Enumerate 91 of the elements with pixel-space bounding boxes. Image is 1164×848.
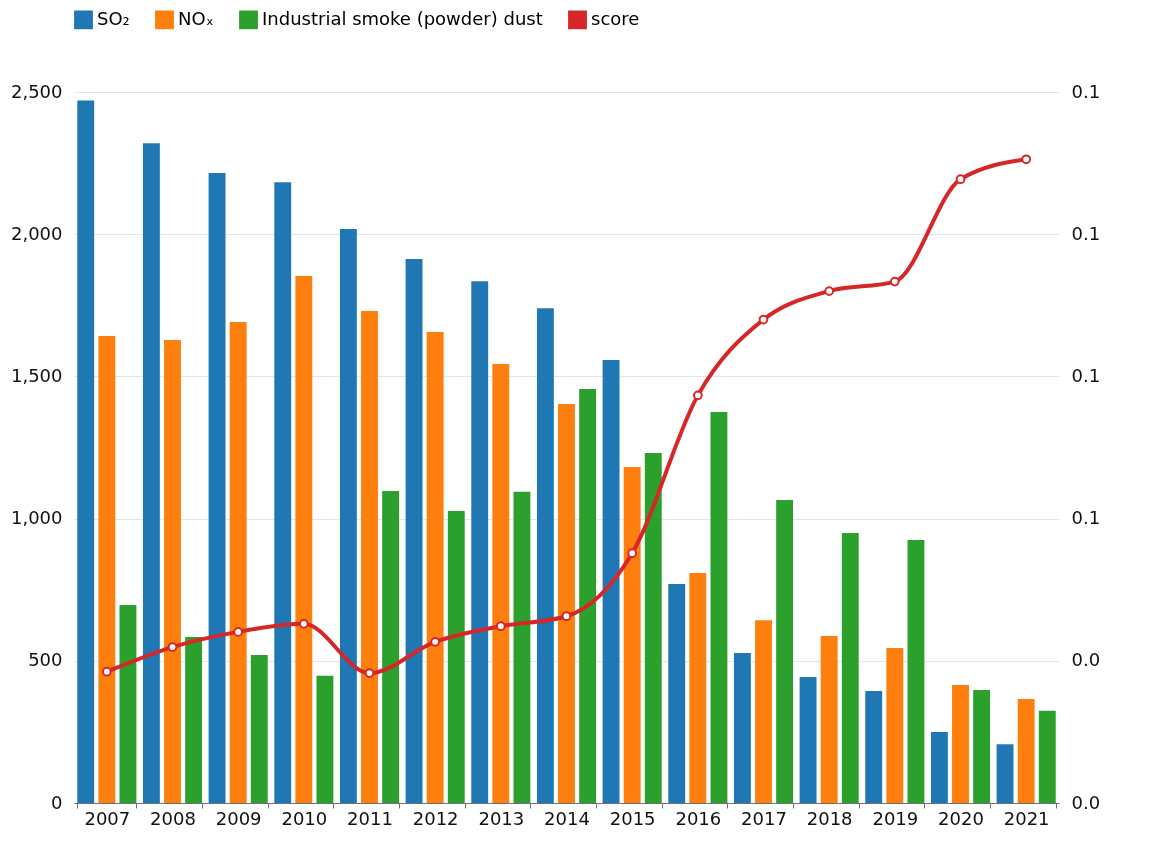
y-tick-label: 500 (28, 649, 63, 671)
bar (952, 684, 969, 803)
bar (886, 648, 904, 803)
bar (689, 572, 707, 803)
y-tick-label: 0 (51, 791, 63, 813)
bar (492, 363, 510, 803)
legend-label: SO₂ (97, 7, 130, 29)
point (1021, 154, 1032, 165)
x-tick-label: 2016 (675, 807, 722, 829)
bar (973, 690, 991, 803)
bar (733, 653, 751, 803)
y2-tick-label: 0.1 (1071, 222, 1101, 244)
point (692, 390, 703, 401)
bar (668, 584, 686, 803)
bar (579, 388, 597, 803)
y2-tick-label: 0.1 (1071, 80, 1101, 102)
y2-tick-label: 0.0 (1071, 791, 1101, 813)
bar (820, 636, 838, 803)
x-tick-label: 2019 (872, 807, 919, 829)
bar (142, 143, 160, 803)
point (955, 174, 966, 185)
x-tick-label: 2018 (806, 807, 853, 829)
bar (339, 229, 357, 803)
x-tick-label: 2020 (938, 807, 984, 829)
legend-label: score (591, 7, 640, 29)
point (824, 286, 835, 296)
point (298, 618, 309, 629)
x-tick-label: 2015 (609, 807, 656, 829)
bar (98, 336, 116, 803)
x-tick-label: 2017 (741, 807, 787, 829)
point (430, 636, 441, 647)
x-tick-label: 2021 (1003, 807, 1050, 829)
bar (776, 500, 794, 803)
bar (930, 731, 948, 803)
y-tick-label: 1,000 (10, 507, 63, 529)
bar (471, 281, 489, 803)
y-tick-label: 2,000 (10, 222, 63, 244)
y2-tick-label: 0.1 (1071, 507, 1101, 529)
bar (513, 491, 531, 803)
point (627, 548, 638, 559)
bar (865, 690, 883, 803)
y-tick-label: 1,500 (10, 364, 63, 386)
y2-tick-label: 0.1 (1071, 364, 1101, 386)
bar (382, 491, 400, 803)
point (167, 642, 178, 652)
bar (755, 620, 772, 803)
point (758, 314, 769, 325)
x-tick-label: 2010 (281, 807, 328, 829)
x-tick-label: 2009 (215, 807, 262, 829)
bar (229, 322, 247, 803)
bar (1038, 710, 1056, 803)
point (889, 276, 900, 287)
point (495, 621, 506, 632)
legend-label: NOₓ (178, 7, 214, 29)
bar (77, 100, 95, 803)
x-tick-label: 2008 (150, 807, 196, 829)
x-tick-label: 2011 (347, 807, 393, 829)
bar (405, 258, 423, 803)
bar (558, 403, 575, 803)
bar (996, 744, 1014, 803)
bar (316, 675, 334, 803)
point (561, 611, 572, 622)
bar (185, 636, 203, 803)
bar (644, 452, 662, 803)
legend-label: Industrial smoke (powder) dust (262, 7, 543, 29)
bar (1017, 698, 1035, 803)
bar (208, 173, 226, 803)
x-tick-label: 2012 (412, 807, 459, 829)
y-tick-label: 2,500 (10, 80, 63, 102)
x-tick-label: 2007 (84, 807, 131, 829)
bar (602, 359, 620, 803)
bar (295, 276, 313, 803)
bar (250, 655, 268, 803)
point (233, 627, 244, 637)
bar (426, 332, 444, 803)
bar (447, 510, 465, 803)
bar (907, 539, 925, 803)
bar (164, 340, 181, 803)
bar (623, 467, 641, 803)
bar (841, 533, 859, 803)
x-tick-label: 2014 (544, 807, 590, 829)
bar (119, 605, 137, 803)
bar (274, 182, 292, 803)
point (101, 666, 112, 677)
x-tick-label: 2013 (478, 807, 525, 829)
bar (361, 310, 378, 803)
bar (799, 677, 817, 803)
bar (710, 411, 728, 803)
y2-tick-label: 0.0 (1071, 649, 1101, 671)
point (364, 668, 375, 678)
bar (536, 308, 554, 803)
